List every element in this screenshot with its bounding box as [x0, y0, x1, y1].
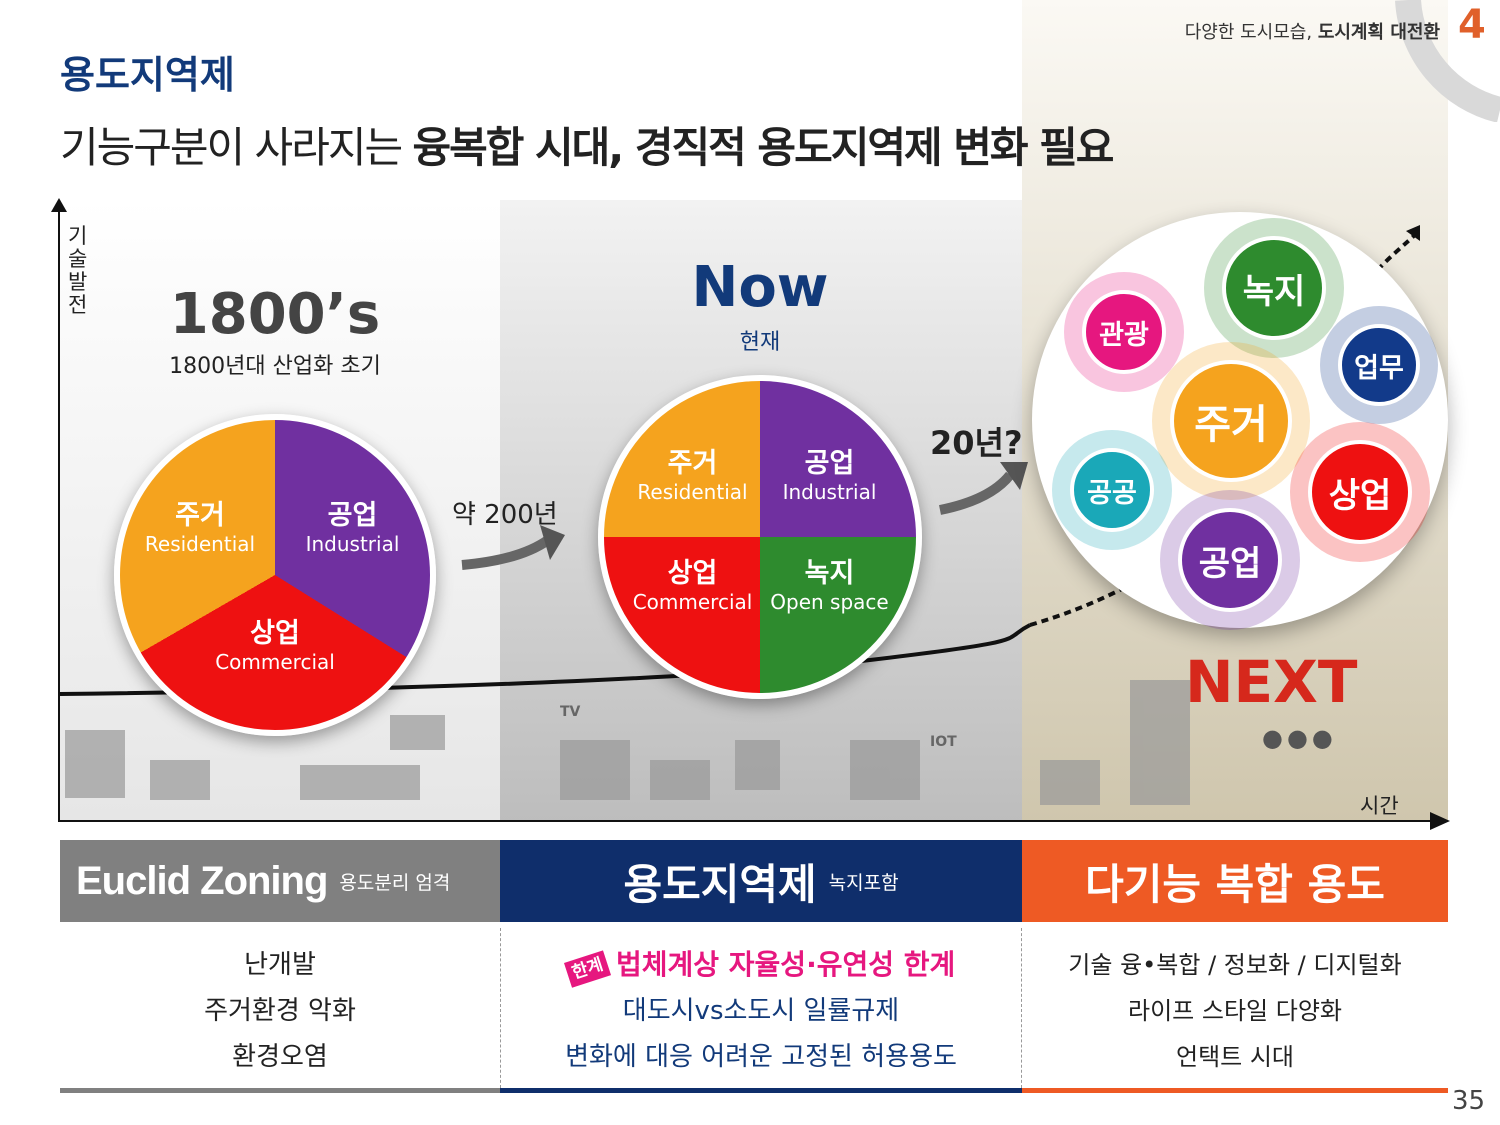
y-axis [58, 210, 60, 822]
footer-bar [1022, 1088, 1448, 1093]
slice-commercial: 상업 Commercial [632, 558, 753, 615]
iot-icon: IOT [930, 734, 957, 750]
corner-decoration [1395, 0, 1500, 122]
era-now-title: Now [691, 255, 829, 320]
line: 환경오염 [232, 1042, 328, 1072]
header-subtitle: 다양한 도시모습, 도시계획 대전환 [1184, 22, 1440, 43]
line: 언택트 시대 [1175, 1043, 1295, 1071]
divider [500, 928, 501, 1088]
line: 라이프 스타일 다양화 [1128, 997, 1342, 1025]
tv-icon: TV [560, 704, 581, 720]
footer-bar [500, 1088, 1022, 1093]
era-next-title: NEXT [1185, 648, 1358, 716]
pie-1800s [114, 414, 436, 736]
bubble-public: 공공 [1070, 448, 1154, 532]
slice-commercial: 상업 Commercial [215, 618, 335, 675]
slice-industrial: 공업 Industrial [305, 500, 400, 557]
column-header-euclid: Euclid Zoning 용도분리 엄격 [60, 840, 500, 922]
pie-now [598, 375, 922, 699]
bubble-tourism: 관광 [1082, 290, 1166, 374]
column-header-zoning: 용도지역제 녹지포함 [500, 840, 1022, 922]
slice-residential: 주거 Residential [144, 500, 256, 557]
line: 주거환경 악화 [204, 996, 356, 1026]
bubble-industrial: 공업 [1178, 508, 1282, 612]
page-title: 기능구분이 사라지는 융복합 시대, 경직적 용도지역제 변화 필요 [60, 123, 1114, 172]
line: 난개발 [244, 950, 316, 980]
highlight-line: 한계 법체계상 자율성·유연성 한계 [500, 942, 1022, 988]
slice-open-space: 녹지 Open space [770, 558, 889, 615]
footer-bar [60, 1088, 500, 1093]
era-1800s-title: 1800’s [169, 282, 381, 347]
era-1800s-subtitle: 1800년대 산업화 초기 [169, 354, 381, 379]
x-axis [60, 820, 1440, 822]
x-axis-label: 시간 [1360, 794, 1399, 818]
line: 기술 융•복합 / 정보화 / 디지털화 [1068, 951, 1402, 979]
y-axis-label: 기술발전 [68, 224, 88, 317]
chapter-number: 4 [1458, 2, 1486, 48]
slice-industrial: 공업 Industrial [782, 448, 877, 505]
line: 변화에 대응 어려운 고정된 허용용도 [565, 1042, 957, 1072]
bubble-business: 업무 [1338, 324, 1420, 406]
page-number: 35 [1452, 1086, 1486, 1116]
arrow-label-20y: 20년? [930, 424, 1023, 462]
section-title: 용도지역제 [60, 53, 235, 97]
slice-residential: 주거 Residential [637, 448, 748, 505]
y-axis-arrow-icon [51, 198, 67, 212]
ellipsis-icon: ●●● [1262, 724, 1337, 752]
bubble-green: 녹지 [1222, 236, 1326, 340]
line: 대도시vs소도시 일률규제 [622, 996, 900, 1026]
limit-badge: 한계 [563, 950, 612, 988]
bubble-commercial: 상업 [1308, 440, 1412, 544]
era-now-subtitle: 현재 [739, 330, 781, 355]
x-axis-arrow-icon [1430, 812, 1450, 830]
bubble-residential: 주거 [1170, 360, 1292, 482]
column-header-mixed: 다기능 복합 용도 [1022, 840, 1448, 922]
divider [1021, 928, 1022, 1088]
arrow-label-200y: 약 200년 [452, 500, 558, 530]
